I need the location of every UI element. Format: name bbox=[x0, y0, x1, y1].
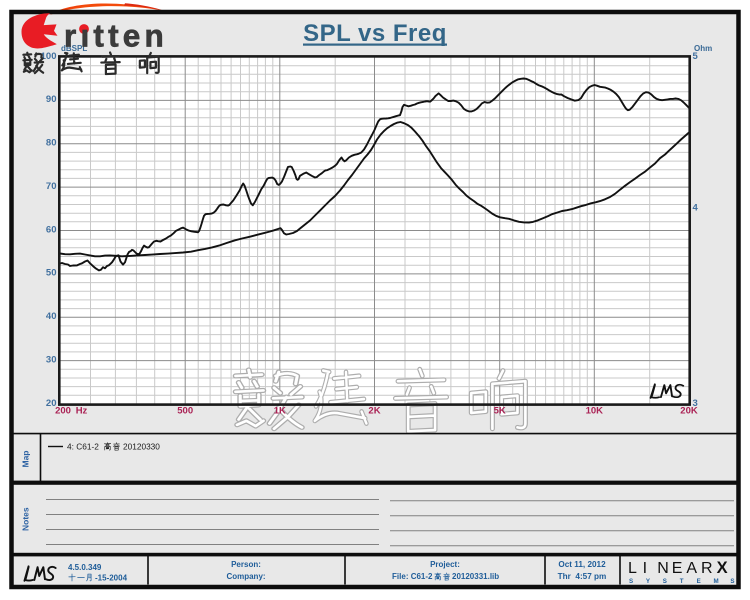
svg-text:2K: 2K bbox=[368, 406, 380, 417]
svg-text:20: 20 bbox=[46, 398, 57, 409]
svg-text:M: M bbox=[714, 578, 719, 585]
svg-text:T: T bbox=[680, 578, 684, 585]
svg-text:SPL vs Freq: SPL vs Freq bbox=[303, 20, 447, 47]
svg-text:E: E bbox=[672, 560, 683, 577]
svg-text:Ohm: Ohm bbox=[694, 44, 712, 53]
svg-text:Notes: Notes bbox=[21, 507, 31, 531]
svg-text:1K: 1K bbox=[274, 406, 286, 417]
svg-text:20K: 20K bbox=[680, 406, 698, 417]
svg-text:File: C61-2: File: C61-2 bbox=[392, 572, 433, 581]
svg-text:Person:: Person: bbox=[231, 560, 261, 569]
svg-text:R: R bbox=[701, 560, 713, 577]
svg-text:4.5.0.349: 4.5.0.349 bbox=[68, 563, 102, 572]
svg-text:dBSPL: dBSPL bbox=[61, 44, 87, 53]
svg-text:70: 70 bbox=[46, 181, 57, 192]
svg-text:-15-2004: -15-2004 bbox=[95, 574, 128, 583]
svg-text:50: 50 bbox=[46, 268, 57, 279]
svg-text:S: S bbox=[730, 578, 734, 585]
svg-text:S: S bbox=[629, 578, 633, 585]
svg-text:S: S bbox=[663, 578, 667, 585]
svg-text:L: L bbox=[628, 560, 637, 577]
svg-text:200: 200 bbox=[55, 406, 71, 417]
svg-text:Oct 11, 2012: Oct 11, 2012 bbox=[558, 560, 606, 569]
svg-text:A: A bbox=[686, 560, 697, 577]
svg-text:E: E bbox=[697, 578, 701, 585]
svg-text:5: 5 bbox=[693, 51, 699, 62]
svg-text:rıtten: rıtten bbox=[64, 18, 168, 54]
svg-text:80: 80 bbox=[46, 138, 57, 149]
svg-text:Company:: Company: bbox=[226, 572, 265, 581]
svg-text:10K: 10K bbox=[586, 406, 604, 417]
svg-text:Hz: Hz bbox=[76, 406, 88, 417]
svg-text:100: 100 bbox=[41, 51, 57, 62]
svg-text:5K: 5K bbox=[494, 406, 506, 417]
svg-text:4: C61-2: 4: C61-2 bbox=[67, 442, 99, 452]
svg-text:20120331.lib: 20120331.lib bbox=[452, 572, 499, 581]
svg-text:500: 500 bbox=[177, 406, 193, 417]
svg-text:X: X bbox=[717, 559, 728, 577]
svg-text:N: N bbox=[657, 560, 669, 577]
svg-text:Thr 4:57 pm: Thr 4:57 pm bbox=[558, 572, 607, 581]
svg-text:Project:: Project: bbox=[430, 560, 460, 569]
svg-text:60: 60 bbox=[46, 224, 57, 235]
svg-text:40: 40 bbox=[46, 311, 57, 322]
svg-text:90: 90 bbox=[46, 94, 57, 105]
svg-text:Map: Map bbox=[21, 451, 31, 468]
svg-text:I: I bbox=[643, 560, 647, 577]
svg-text:Y: Y bbox=[646, 578, 651, 585]
svg-text:20120330: 20120330 bbox=[123, 442, 160, 452]
svg-text:3: 3 bbox=[693, 398, 698, 409]
svg-text:4: 4 bbox=[693, 203, 699, 214]
svg-text:30: 30 bbox=[46, 354, 57, 365]
